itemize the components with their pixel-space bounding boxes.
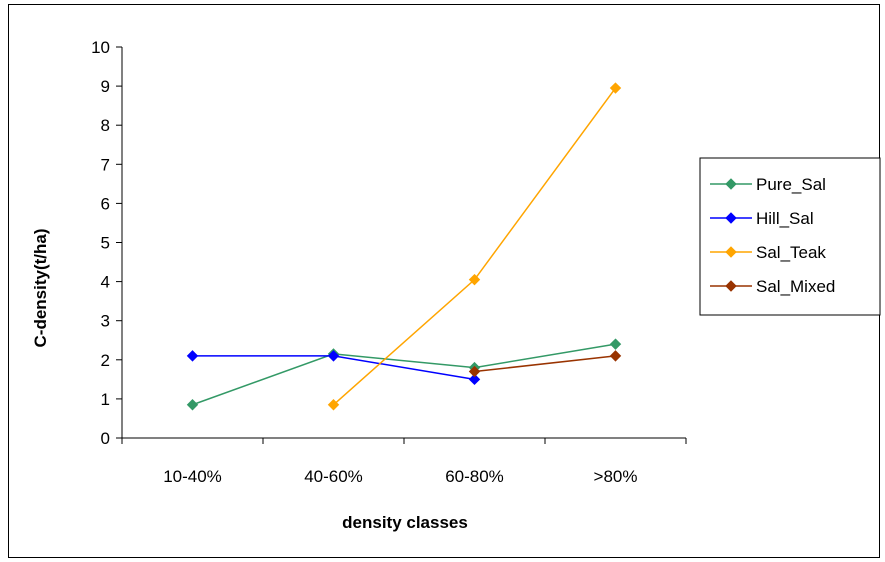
legend-item: Sal_Mixed	[710, 277, 835, 296]
y-tick-label: 10	[91, 38, 110, 57]
series-hill-sal	[186, 350, 481, 386]
legend-label: Pure_Sal	[756, 175, 826, 194]
x-ticks: 10-40% 40-60% 60-80% >80%	[121, 438, 687, 486]
y-axis-title: C-density(t/ha)	[31, 229, 50, 348]
legend-marker	[725, 212, 737, 224]
series-sal-teak	[327, 82, 622, 411]
y-tick-label: 8	[101, 116, 110, 135]
data-point	[468, 273, 481, 286]
y-tick-label: 3	[101, 312, 110, 331]
legend-item: Sal_Teak	[710, 243, 826, 262]
x-tick-label: 10-40%	[163, 467, 222, 486]
legend-marker	[725, 178, 737, 190]
legend-label: Sal_Mixed	[756, 277, 835, 296]
legend-marker	[725, 246, 737, 258]
series-line	[192, 343, 616, 406]
series-line	[474, 355, 616, 373]
data-point	[468, 365, 481, 378]
y-tick-label: 1	[101, 390, 110, 409]
legend-label: Hill_Sal	[756, 209, 814, 228]
legend-items: Pure_Sal Hill_Sal Sal_Teak Sal_Mixed	[710, 175, 835, 296]
axes	[121, 47, 686, 439]
series-layer	[186, 82, 622, 411]
legend-label: Sal_Teak	[756, 243, 826, 262]
data-point	[327, 399, 340, 411]
legend-item: Pure_Sal	[710, 175, 826, 194]
y-tick-label: 6	[101, 194, 110, 213]
x-tick-label: >80%	[594, 467, 638, 486]
data-point	[609, 338, 622, 350]
x-axis-title: density classes	[342, 513, 468, 532]
legend: Pure_Sal Hill_Sal Sal_Teak Sal_Mixed	[699, 157, 881, 316]
x-tick-label: 60-80%	[445, 467, 504, 486]
y-tick-label: 0	[101, 429, 110, 448]
y-tick-label: 5	[101, 234, 110, 253]
series-pure-sal	[186, 338, 622, 411]
data-point	[186, 350, 199, 362]
data-point	[609, 350, 622, 362]
data-point	[609, 82, 622, 94]
y-ticks: 0 1 2 3 4 5 6 7 8 9 10	[91, 38, 122, 448]
legend-item: Hill_Sal	[710, 209, 814, 228]
series-line	[333, 87, 617, 406]
data-point	[186, 399, 199, 411]
series-sal-mixed	[468, 350, 622, 378]
data-point	[327, 350, 340, 362]
y-tick-label: 9	[101, 77, 110, 96]
x-tick-label: 40-60%	[304, 467, 363, 486]
y-tick-label: 7	[101, 155, 110, 174]
y-tick-label: 2	[101, 351, 110, 370]
legend-marker	[725, 280, 737, 292]
y-tick-label: 4	[101, 273, 110, 292]
data-point	[468, 373, 481, 386]
